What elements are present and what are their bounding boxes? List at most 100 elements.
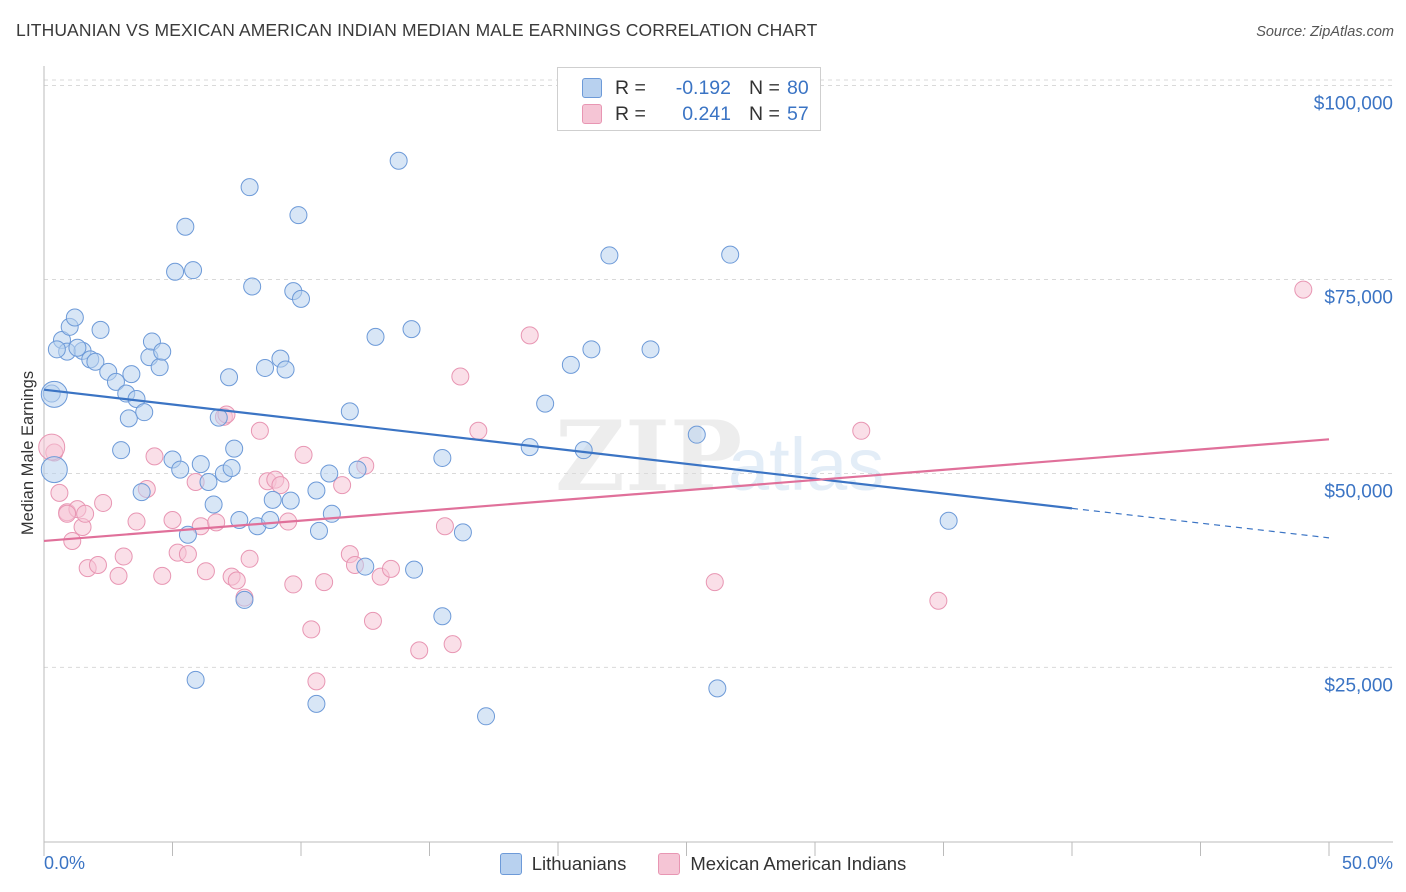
lithuanian-point [340, 402, 359, 421]
legend-item-lithuanians[interactable]: Lithuanians [499, 853, 627, 875]
mexican-american-indian-point [284, 575, 303, 594]
mexican-american-indian-point [410, 641, 429, 660]
source-label: Source: ZipAtlas.com [1256, 24, 1394, 40]
lithuanian-point [574, 441, 593, 460]
lithuanian-point [68, 338, 87, 357]
lithuanian-point [263, 490, 282, 509]
lithuanian-point [600, 246, 619, 265]
lithuanian-point [561, 355, 580, 374]
lithuanian-point [153, 342, 172, 361]
lithuanian-point [433, 607, 452, 626]
mexican-american-indian-point [114, 547, 133, 566]
lithuanian-point [309, 521, 328, 540]
lithuanian-point [276, 360, 295, 379]
lithuanian-point [453, 523, 472, 542]
mexican-american-indian-point [469, 421, 488, 440]
mexican-american-indian-point [153, 566, 172, 585]
trendlines [43, 388, 1330, 543]
mexican-american-indian-point [127, 512, 146, 531]
legend-label-lithuanians: Lithuanians [531, 853, 627, 874]
lithuanian-point [356, 557, 375, 576]
legend-row-lithuanians: R = -0.192 N = 80 [582, 75, 809, 101]
mexican-american-indian-trendline [43, 438, 1330, 543]
y-tick-label: $25,000 [1324, 675, 1393, 696]
lithuanian-point [721, 245, 740, 264]
mexican-american-indian-point [94, 493, 113, 512]
lithuanian-point [184, 261, 203, 280]
y-tick-label: $100,000 [1314, 94, 1393, 115]
lithuanian-point [150, 358, 169, 377]
lithuanian-point [47, 340, 66, 359]
mexican-american-indian-point [381, 559, 400, 578]
legend-swatch-pink [582, 104, 602, 124]
mexican-american-indian-point [333, 476, 352, 495]
mexican-american-indian-point [58, 504, 77, 523]
lithuanian-point [112, 441, 131, 460]
lithuanian-point [176, 217, 195, 236]
mexican-american-indian-point [240, 549, 259, 568]
lithuanian-point [135, 403, 154, 422]
lithuanian-point [939, 511, 958, 530]
y-tick-label: $75,000 [1324, 287, 1393, 308]
y-tick-labels: $25,000 $50,000 $75,000 $100,000 [1314, 94, 1393, 697]
legend-n-label: N = [749, 102, 780, 125]
lithuanian-point [256, 358, 275, 377]
mexican-american-indian-point [271, 476, 290, 495]
lithuanian-point [122, 365, 141, 384]
lithuanian-point [536, 394, 555, 413]
mexican-american-indian-point [443, 635, 462, 654]
legend-item-mexican-american-indians[interactable]: Mexican American Indians [658, 853, 906, 875]
lithuanian-point [348, 460, 367, 479]
mexican-american-indian-point [76, 504, 95, 523]
legend-swatch-blue [582, 78, 602, 98]
mexican-american-indian-point [315, 573, 334, 592]
mexican-american-indian-point [929, 591, 948, 610]
legend-r-value: -0.192 [675, 76, 731, 99]
mexican-american-indian-point [1294, 280, 1313, 299]
lithuanian-point [132, 483, 151, 502]
series-legend: Lithuanians Mexican American Indians [0, 851, 1406, 877]
mexican-american-indian-point [852, 421, 871, 440]
mexican-american-indian-point [705, 573, 724, 592]
correlation-legend: R = -0.192 N = 80 R = 0.241 N = 57 [557, 67, 821, 131]
legend-n-label: N = [749, 76, 780, 99]
lithuanian-point [191, 455, 210, 474]
lithuanian-point [366, 327, 385, 346]
lithuanian-point [307, 694, 326, 713]
mexican-american-indian-point [227, 571, 246, 590]
lithuanian-point [222, 459, 241, 478]
mexican-american-indian-point [50, 483, 69, 502]
lithuanian-trendline-extension [1071, 507, 1330, 539]
lithuanian-point [261, 511, 280, 530]
mexican-american-indian-point [363, 611, 382, 630]
lithuanian-point [199, 472, 218, 491]
lithuanian-point [389, 151, 408, 170]
lithuanian-point [289, 206, 308, 225]
lithuanian-point-large [40, 380, 68, 408]
mexican-american-indian-point [145, 447, 164, 466]
mexican-american-indian-point [63, 531, 82, 550]
legend-row-mexican-american-indians: R = 0.241 N = 57 [582, 101, 809, 127]
lithuanian-point [65, 308, 84, 327]
lithuanian-point [641, 340, 660, 359]
lithuanian-point [186, 670, 205, 689]
lithuanian-point [433, 448, 452, 467]
lithuanian-point [708, 679, 727, 698]
mexican-american-indian-point [178, 545, 197, 564]
lithuanian-point [235, 590, 254, 609]
legend-r-label: R = [615, 76, 646, 99]
y-tick-label: $50,000 [1324, 481, 1393, 502]
lithuanian-point [240, 178, 259, 197]
legend-n-value: 57 [787, 102, 809, 125]
x-tick-label-right: 50.0% [1342, 853, 1393, 873]
legend-swatch-lithuanians [499, 853, 522, 875]
y-axis-title: Median Male Earnings [19, 371, 37, 535]
lithuanian-point [225, 439, 244, 458]
chart-title: LITHUANIAN VS MEXICAN AMERICAN INDIAN ME… [16, 20, 818, 40]
lithuanian-point [171, 460, 190, 479]
legend-n-value: 80 [787, 76, 809, 99]
lithuanian-point [281, 491, 300, 510]
lithuanian-point [292, 289, 310, 308]
lithuanian-point [119, 409, 138, 428]
